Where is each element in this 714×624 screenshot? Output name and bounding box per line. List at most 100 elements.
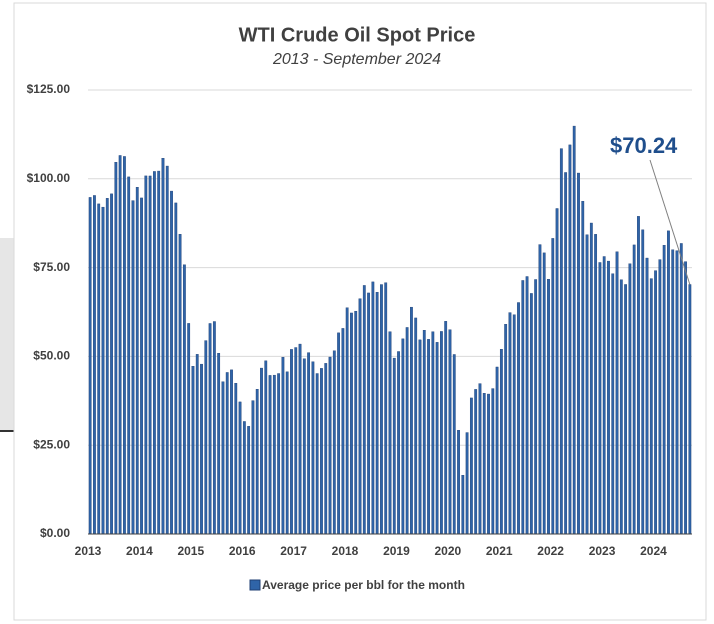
- bar: [174, 202, 178, 535]
- bar: [422, 330, 426, 535]
- bar: [380, 284, 383, 535]
- bar: [131, 200, 135, 535]
- bar: [662, 245, 666, 535]
- bar: [298, 343, 302, 535]
- bar: [577, 172, 580, 535]
- bar: [345, 307, 349, 535]
- bar: [101, 206, 105, 535]
- bar: [525, 276, 529, 535]
- bar: [508, 312, 512, 535]
- bar: [667, 230, 670, 535]
- bar: [607, 260, 610, 535]
- bar: [568, 144, 572, 535]
- bar: [632, 244, 636, 535]
- bar: [585, 234, 589, 535]
- bar: [251, 400, 255, 535]
- bar: [405, 327, 409, 535]
- bar: [469, 397, 473, 535]
- bar: [264, 360, 268, 535]
- bar: [212, 321, 216, 535]
- bar: [615, 251, 619, 535]
- legend-label: Average price per bbl for the month: [262, 578, 465, 592]
- x-tick-label: 2014: [126, 544, 153, 558]
- bar: [645, 257, 649, 535]
- y-tick-label: $75.00: [33, 260, 70, 274]
- bar: [435, 342, 439, 535]
- bar: [542, 252, 546, 535]
- bar: [512, 314, 516, 535]
- bar: [187, 323, 191, 535]
- bar: [482, 393, 486, 535]
- bar: [371, 281, 375, 535]
- bar: [311, 361, 315, 535]
- bar: [487, 393, 490, 535]
- bar: [495, 366, 499, 535]
- bar: [302, 358, 306, 535]
- bar: [478, 383, 482, 535]
- bar: [221, 381, 225, 535]
- bar: [521, 280, 525, 535]
- x-tick-label: 2021: [486, 544, 513, 558]
- bar: [200, 363, 203, 535]
- bar: [517, 302, 520, 535]
- bar: [135, 187, 139, 535]
- x-tick-label: 2024: [640, 544, 667, 558]
- bar: [602, 256, 606, 535]
- x-tick-label: 2013: [75, 544, 102, 558]
- x-tick-label: 2020: [434, 544, 461, 558]
- y-tick-label: $100.00: [27, 171, 71, 185]
- bar: [178, 234, 182, 535]
- bar: [260, 367, 263, 535]
- legend-swatch: [249, 579, 261, 591]
- bar: [598, 262, 602, 535]
- x-tick-label: 2015: [177, 544, 204, 558]
- bar: [654, 270, 657, 535]
- bar: [611, 273, 615, 535]
- bar: [182, 264, 186, 535]
- bar: [195, 354, 199, 535]
- bar: [581, 201, 585, 535]
- bar: [547, 279, 550, 535]
- bar: [461, 475, 465, 535]
- bar: [324, 363, 328, 535]
- bar: [688, 284, 692, 535]
- bar: [217, 353, 221, 535]
- bar: [140, 197, 143, 535]
- bar: [628, 263, 632, 535]
- bar: [589, 222, 593, 535]
- bar: [341, 328, 345, 535]
- bar: [555, 208, 559, 535]
- bar: [410, 306, 413, 535]
- bar: [624, 284, 628, 535]
- bar: [384, 282, 388, 535]
- bar: [440, 331, 443, 535]
- bar: [358, 298, 362, 535]
- y-tick-label: $25.00: [33, 437, 70, 451]
- bar: [157, 170, 161, 535]
- bar: [397, 351, 400, 535]
- bar: [170, 190, 173, 535]
- bar: [285, 371, 289, 535]
- x-tick-label: 2017: [280, 544, 307, 558]
- bar: [354, 310, 358, 535]
- bar: [684, 261, 687, 535]
- bar: [452, 354, 456, 535]
- annotation-arrow: [649, 159, 691, 285]
- x-tick-label: 2019: [383, 544, 410, 558]
- bar: [427, 339, 430, 535]
- bar: [144, 175, 148, 535]
- bar: [679, 243, 683, 535]
- bar: [641, 229, 645, 535]
- bar: [418, 339, 422, 535]
- bar: [110, 193, 113, 535]
- bar: [465, 432, 469, 535]
- bar: [444, 321, 448, 535]
- bar: [551, 238, 555, 535]
- bar: [152, 171, 156, 535]
- bar: [328, 356, 332, 535]
- bar: [538, 244, 542, 535]
- bar: [320, 368, 323, 535]
- bar: [594, 234, 598, 535]
- bar: [658, 259, 662, 535]
- bar: [529, 293, 533, 535]
